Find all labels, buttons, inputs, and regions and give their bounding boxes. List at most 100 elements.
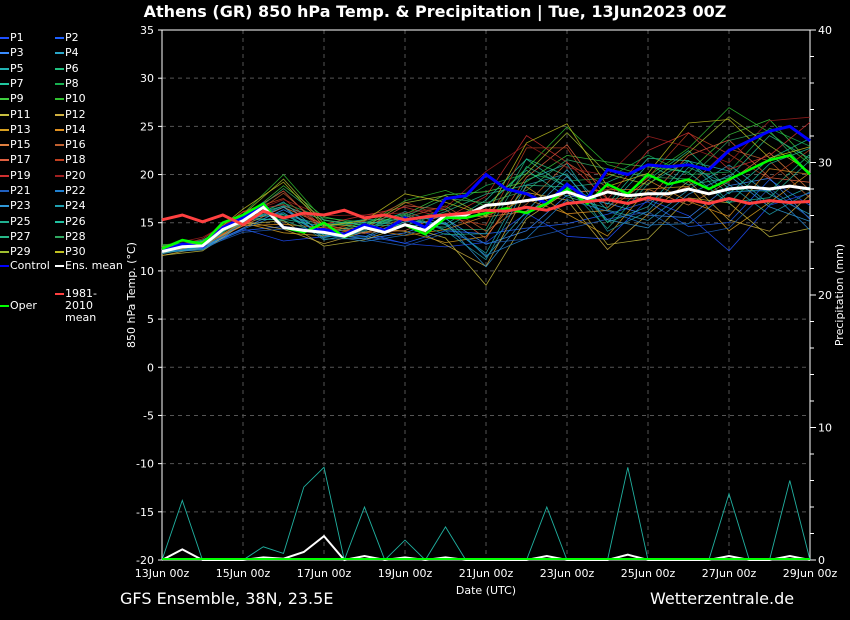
legend-swatch: [55, 159, 64, 162]
y-axis-label: 850 hPa Temp. (°C): [125, 242, 138, 348]
x-axis-label: Date (UTC): [456, 584, 516, 597]
legend-swatch: [0, 82, 9, 85]
legend-item: P27: [0, 230, 31, 243]
legend-swatch: [55, 128, 64, 131]
legend-item: P28: [55, 229, 86, 243]
legend-swatch: [0, 205, 9, 208]
legend-item: P4: [55, 47, 79, 59]
legend-label: P30: [65, 245, 86, 259]
legend-label: P3: [10, 46, 24, 60]
legend-label: P6: [65, 61, 79, 75]
legend-swatch: [0, 113, 9, 116]
series-line-1981-2010-mean: [161, 196, 811, 227]
legend-item: P9: [0, 93, 24, 105]
x-tick-label: 25Jun 00z: [621, 567, 676, 580]
y-tick-label: 30: [140, 72, 154, 85]
legend-item: P10: [55, 93, 86, 105]
legend-item: P7: [0, 77, 24, 90]
legend-item: P24: [55, 200, 86, 212]
legend-swatch: [55, 293, 64, 295]
legend-swatch: [0, 265, 9, 267]
legend-item: Control: [0, 260, 50, 272]
member-line-P19: [161, 121, 811, 250]
y-tick-label: 0: [147, 361, 154, 374]
footer-model-info: GFS Ensemble, 38N, 23.5E: [120, 589, 334, 608]
legend-item: P6: [55, 61, 79, 75]
legend-item: P26: [55, 215, 86, 228]
y2-tick-label: 30: [818, 157, 832, 170]
legend-label: Control: [10, 259, 50, 272]
y2-tick-label: 20: [818, 289, 832, 302]
member-line-P22: [161, 189, 811, 256]
legend-label: P28: [65, 229, 86, 243]
x-tick-label: 29Jun 00z: [783, 567, 838, 580]
legend-item: P19: [0, 168, 31, 182]
chart-title: Athens (GR) 850 hPa Temp. & Precipitatio…: [143, 2, 727, 21]
legend-swatch: [0, 220, 9, 223]
legend-label: P24: [65, 199, 86, 213]
legend-swatch: [55, 251, 64, 254]
y-tick-label: 20: [140, 169, 154, 182]
y-tick-label: 35: [140, 24, 154, 37]
member-line-P30: [161, 119, 811, 249]
legend-label: P25: [10, 214, 31, 228]
member-line-P11: [161, 191, 811, 286]
legend-item: P29: [0, 246, 31, 258]
legend-swatch: [0, 128, 9, 131]
legend: P1 P2 P3 P4 P5 P6 P7 P8 P9 P10 P11 P12 P13 P14 P15 P16 P…: [0, 31, 130, 324]
legend-item: Ens. mean: [55, 260, 123, 272]
legend-item: P22: [55, 185, 86, 197]
member-line-P1: [161, 192, 811, 255]
member-line-P20: [161, 116, 811, 247]
legend-item: P12: [55, 107, 86, 121]
legend-item: P3: [0, 47, 24, 59]
legend-label: P20: [65, 168, 86, 182]
legend-item: P23: [0, 200, 31, 212]
legend-item: P16: [55, 139, 86, 151]
legend-swatch: [55, 174, 64, 177]
legend-label: P12: [65, 107, 86, 121]
legend-swatch: [55, 235, 64, 238]
legend-label: P4: [65, 46, 79, 60]
y-tick-label: 15: [140, 217, 154, 230]
legend-swatch: [0, 37, 9, 39]
y-tick-label: -5: [143, 409, 154, 422]
legend-label: P14: [65, 122, 86, 136]
legend-label: P22: [65, 184, 86, 197]
legend-item: P5: [0, 61, 24, 75]
legend-swatch: [0, 159, 9, 162]
legend-item: 1981-2010 mean: [55, 288, 123, 324]
legend-label: P15: [10, 138, 31, 152]
legend-label: P10: [65, 92, 86, 106]
legend-label: P9: [10, 92, 24, 106]
legend-label: P23: [10, 199, 31, 213]
legend-item: P8: [55, 77, 79, 90]
legend-swatch: [55, 144, 64, 147]
legend-label: P5: [10, 61, 24, 75]
legend-swatch: [0, 52, 9, 55]
series-line-oper: [161, 153, 811, 250]
legend-label: P2: [65, 31, 79, 44]
legend-swatch: [0, 235, 9, 238]
member-line-P21: [161, 187, 811, 253]
legend-item: Oper: [0, 300, 37, 312]
y-tick-label: 10: [140, 265, 154, 278]
x-tick-label: 23Jun 00z: [540, 567, 595, 580]
legend-label: Ens. mean: [65, 259, 123, 272]
member-line-P9: [161, 119, 811, 246]
y2-tick-label: 0: [818, 554, 825, 567]
legend-swatch: [55, 82, 64, 85]
legend-item: P14: [55, 122, 86, 136]
legend-item: P13: [0, 123, 31, 136]
x-tick-label: 21Jun 00z: [459, 567, 514, 580]
legend-swatch: [55, 190, 64, 192]
footer-source: Wetterzentrale.de: [650, 589, 795, 608]
legend-swatch: [55, 205, 64, 208]
legend-swatch: [0, 174, 9, 177]
legend-label: Oper: [10, 299, 37, 312]
legend-item: P30: [55, 246, 86, 258]
legend-swatch: [0, 67, 9, 70]
legend-label: 1981-2010 mean: [65, 287, 97, 324]
legend-label: P19: [10, 168, 31, 182]
